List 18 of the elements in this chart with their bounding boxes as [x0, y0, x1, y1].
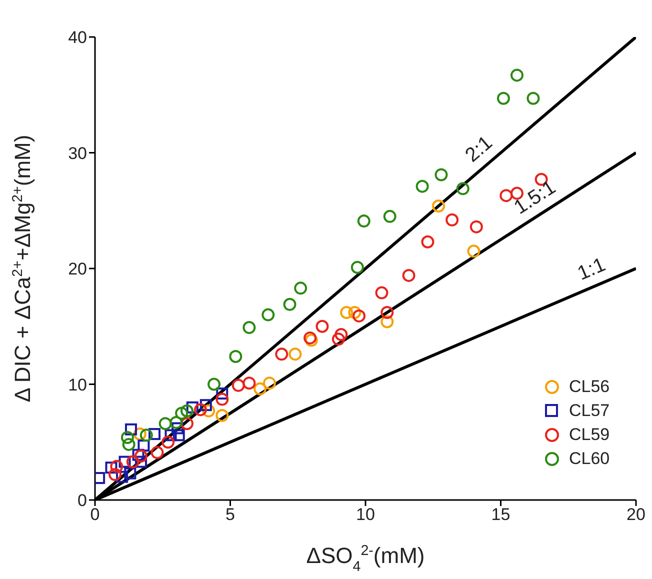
- y-tick-label: 20: [68, 260, 87, 279]
- legend-label: CL60: [569, 449, 610, 469]
- y-tick-label: 40: [68, 28, 87, 48]
- y-tick-label: 10: [68, 375, 87, 394]
- x-tick-label: 5: [226, 505, 235, 524]
- x-axis-title: ΔSO$_{4}$$^{2-}$(mM): [306, 543, 425, 575]
- x-tick-label: 15: [491, 505, 510, 524]
- text: 2:1: [461, 132, 497, 167]
- x-tick-label: 10: [356, 505, 375, 524]
- y-tick-label: 30: [68, 144, 87, 163]
- x-tick-label: 20: [626, 505, 646, 524]
- x-tick-label: 0: [90, 505, 100, 524]
- text: 1:1: [574, 254, 609, 285]
- legend-label: CL57: [569, 401, 610, 421]
- text: 1.5:1: [510, 176, 560, 219]
- legend-label: CL56: [569, 377, 610, 397]
- legend-label: CL59: [569, 425, 610, 445]
- y-tick-label: 0: [78, 491, 87, 510]
